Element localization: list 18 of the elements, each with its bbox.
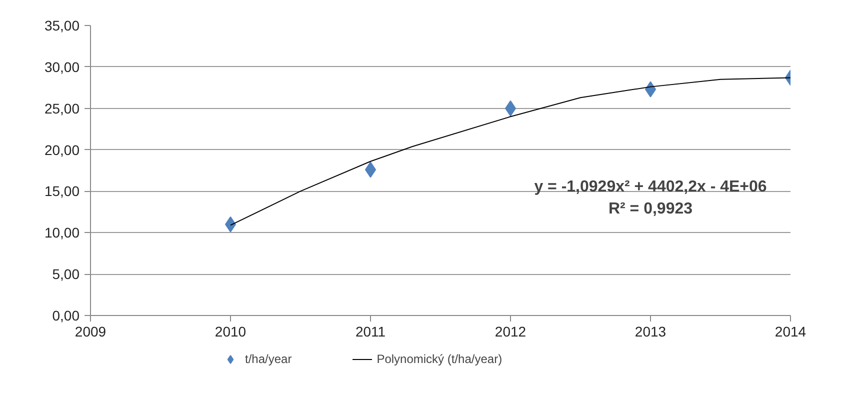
annotation: y = -1,0929x² + 4402,2x - 4E+06 [534, 178, 767, 196]
y-tick-label: 20,00 [44, 142, 80, 158]
x-tick-label: 2010 [214, 324, 246, 340]
x-tick-label: 2011 [355, 324, 386, 340]
y-tick-label: 25,00 [44, 100, 80, 116]
y-tick-label: 30,00 [44, 58, 80, 75]
x-tick-label: 2013 [634, 324, 666, 340]
y-tick-label: 5,00 [52, 266, 80, 282]
y-tick-label: 10,00 [44, 224, 80, 241]
x-tick-label: 2009 [74, 324, 106, 340]
legend-label: Polynomický (t/ha/year) [376, 352, 502, 366]
legend-label: t/ha/year [245, 352, 292, 366]
y-tick-label: 35,00 [44, 18, 80, 34]
x-tick-label: 2012 [494, 324, 526, 340]
x-tick-label: 2014 [774, 324, 806, 340]
y-tick-label: 0,00 [52, 308, 80, 324]
annotation: R² = 0,9923 [608, 200, 693, 218]
y-tick-label: 15,00 [44, 183, 80, 200]
